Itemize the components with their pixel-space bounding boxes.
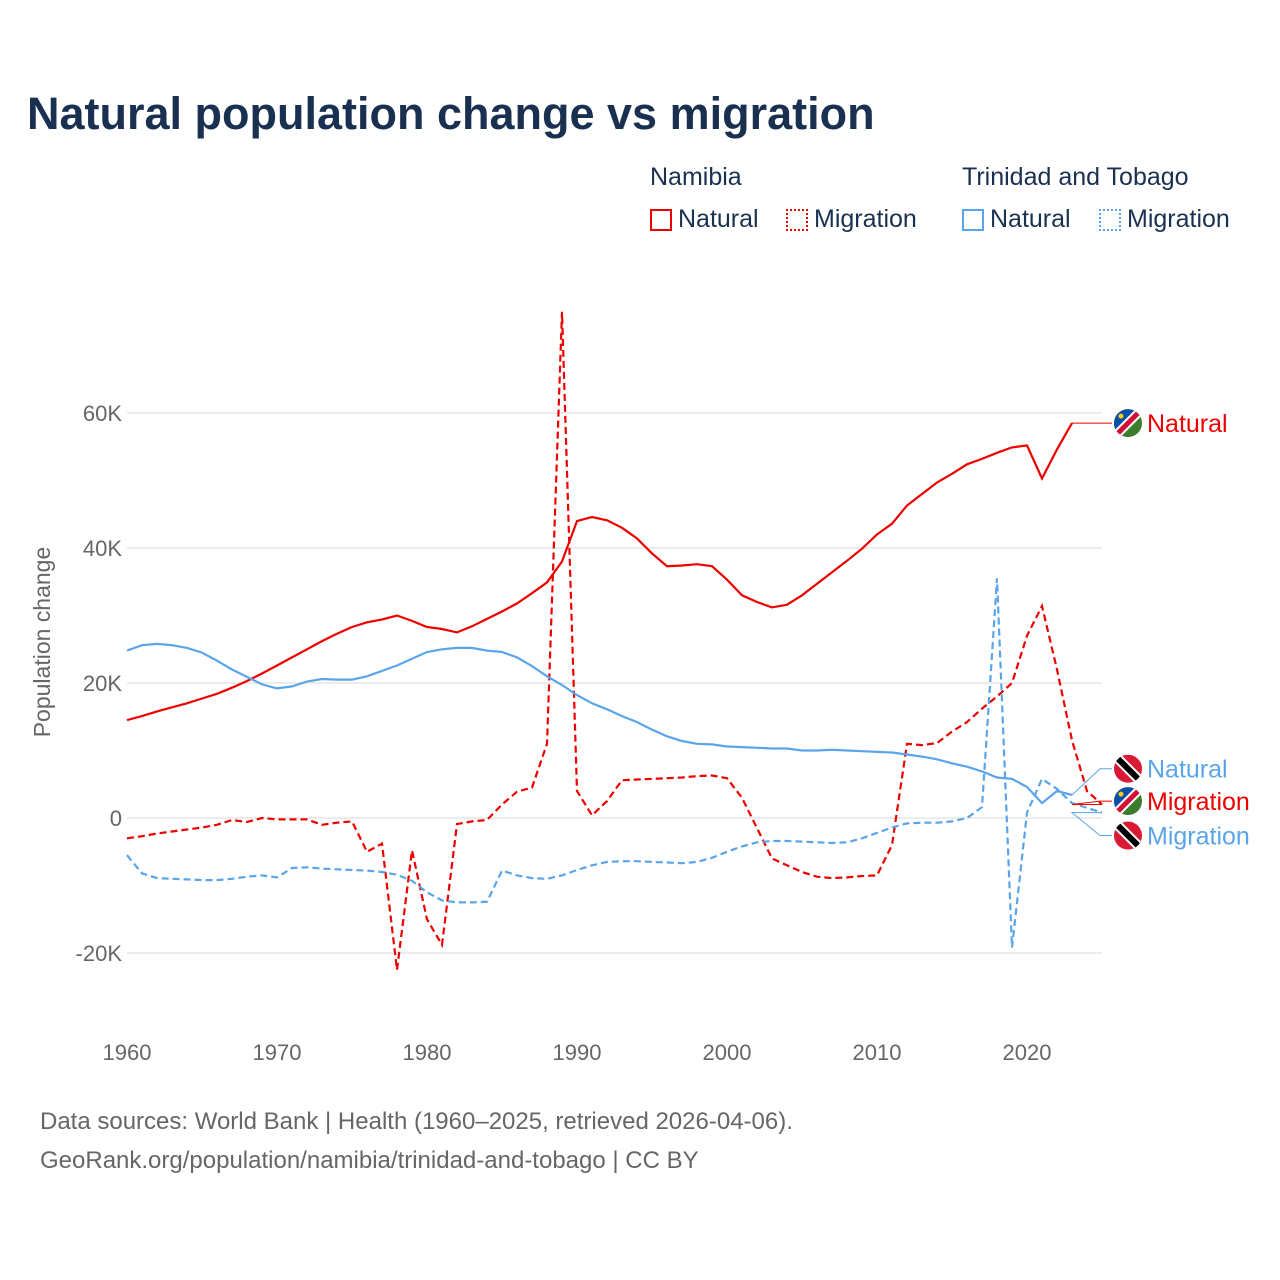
x-tick-label: 1980 — [403, 1040, 452, 1065]
y-axis-label: Population change — [29, 547, 55, 738]
label-connector — [1070, 812, 1112, 837]
x-tick-label: 2000 — [703, 1040, 752, 1065]
series-end-label: Natural — [1147, 756, 1228, 784]
legend-namibia-migration[interactable]: Migration — [786, 205, 917, 234]
series-line-trinidad-and-tobago-natural[interactable] — [126, 642, 1073, 805]
legend-tt-migration[interactable]: Migration — [1099, 205, 1230, 234]
x-tick-label: 1960 — [103, 1040, 152, 1065]
chart-title: Natural population change vs migration — [27, 88, 875, 139]
legend-label: Natural — [990, 205, 1071, 233]
solid-swatch-icon — [650, 208, 672, 231]
legend-namibia-natural[interactable]: Natural — [650, 205, 759, 234]
legend-group-trinidad: Trinidad and Tobago — [962, 163, 1189, 191]
dotted-swatch-icon — [786, 208, 808, 231]
solid-swatch-icon — [962, 208, 984, 231]
label-connector — [1071, 800, 1112, 805]
x-tick-label: 2020 — [1003, 1040, 1052, 1065]
legend-group-namibia: Namibia — [650, 163, 742, 191]
series-line-trinidad-and-tobago-migration[interactable] — [126, 578, 1103, 948]
y-tick-label: 60K — [83, 401, 122, 426]
series-end-label: Migration — [1147, 823, 1250, 851]
y-tick-label: 0 — [110, 806, 122, 831]
trinidad-flag-icon — [1114, 821, 1142, 850]
y-tick-label: -20K — [76, 941, 123, 966]
legend-label: Natural — [678, 205, 759, 233]
y-tick-label: 20K — [83, 671, 122, 696]
namibia-flag-icon — [1114, 787, 1142, 816]
x-tick-label: 1970 — [253, 1040, 302, 1065]
series-line-namibia-migration[interactable] — [126, 311, 1103, 971]
dotted-swatch-icon — [1099, 208, 1121, 231]
trinidad-flag-icon — [1114, 754, 1142, 783]
label-connector — [1071, 768, 1112, 796]
x-tick-label: 1990 — [553, 1040, 602, 1065]
legend-tt-natural[interactable]: Natural — [962, 205, 1071, 234]
legend-label: Migration — [1127, 205, 1230, 233]
legend-label: Migration — [814, 205, 917, 233]
footer-sources: Data sources: World Bank | Health (1960–… — [40, 1108, 793, 1135]
series-end-label: Migration — [1147, 788, 1250, 816]
x-tick-label: 2010 — [853, 1040, 902, 1065]
series-line-namibia-natural[interactable] — [126, 422, 1073, 722]
y-tick-label: 40K — [83, 536, 122, 561]
series-end-label: Natural — [1147, 410, 1228, 438]
footer-link[interactable]: GeoRank.org/population/namibia/trinidad-… — [40, 1147, 699, 1174]
namibia-flag-icon — [1114, 409, 1142, 438]
